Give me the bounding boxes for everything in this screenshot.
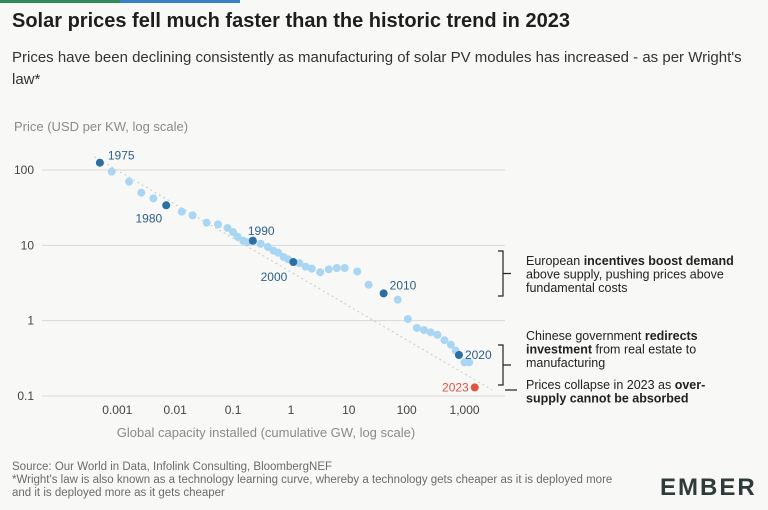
trend-line (94, 156, 493, 391)
data-point (412, 323, 421, 332)
highlight-point-1980 (162, 201, 171, 210)
data-point (324, 265, 333, 274)
x-tick-label: 1,000 (450, 403, 480, 417)
data-point (420, 326, 429, 335)
year-label-2020: 2020 (465, 348, 492, 362)
data-point (307, 264, 316, 273)
x-tick-label: 1 (288, 403, 295, 417)
x-tick-label: 100 (397, 403, 417, 417)
year-label-1990: 1990 (248, 224, 275, 238)
data-point (465, 358, 474, 367)
bracket-european (498, 250, 511, 297)
data-point (177, 207, 186, 216)
year-label-1980: 1980 (136, 211, 163, 225)
data-point (274, 248, 283, 257)
data-point (202, 218, 211, 227)
data-point (403, 315, 412, 324)
data-point (214, 220, 223, 229)
data-point (149, 194, 158, 203)
annotation-text: incentives boost demand (584, 254, 734, 268)
data-point (107, 167, 116, 176)
year-label-1975: 1975 (108, 149, 135, 163)
y-tick-label: 1 (27, 314, 34, 328)
year-label-2023: 2023 (442, 380, 469, 394)
data-point (364, 280, 373, 289)
x-tick-label: 0.1 (225, 403, 242, 417)
data-point (433, 330, 442, 339)
data-point (256, 239, 265, 248)
data-point (137, 188, 146, 197)
footnote: Source: Our World in Data, Infolink Cons… (12, 461, 632, 500)
y-tick-label: 100 (14, 163, 34, 177)
data-point (340, 264, 349, 273)
highlight-point-1990 (248, 236, 257, 245)
accent-bar (0, 0, 768, 3)
chart-subtitle: Prices have been declining consistently … (12, 49, 742, 88)
year-label-2000: 2000 (261, 270, 288, 284)
scatter-chart: 0.1 1 10 100 0.001 0.01 0.1 1 10 100 1,000 Price (U… (14, 119, 734, 440)
annotation-text: redirects (645, 329, 698, 343)
year-label-2010: 2010 (390, 278, 417, 292)
data-point (332, 264, 341, 273)
x-tick-label: 0.01 (163, 403, 187, 417)
y-tick-label: 10 (21, 238, 35, 252)
data-point (393, 295, 402, 304)
annotation-text: from real estate to (592, 343, 696, 357)
annotation-text: supply cannot be absorbed (526, 392, 689, 406)
annotation-european: European incentives boost demand above su… (526, 254, 734, 295)
x-tick-label: 0.001 (102, 403, 132, 417)
x-axis-title: Global capacity installed (cumulative GW… (117, 425, 415, 440)
bracket-chinese (498, 344, 511, 386)
annotation-text: Chinese government (526, 329, 645, 343)
data-point (426, 328, 435, 337)
highlight-point-2010 (379, 289, 388, 298)
x-tick-label: 10 (342, 403, 356, 417)
annotation-text: fundamental costs (526, 281, 627, 295)
data-point (440, 336, 449, 345)
highlight-point-2000 (289, 258, 298, 267)
y-tick-label: 0.1 (17, 389, 34, 403)
y-axis-title: Price (USD per KW, log scale) (14, 119, 188, 134)
annotation-text: Prices collapse in 2023 as (526, 378, 675, 392)
data-point (223, 223, 232, 232)
data-point (353, 267, 362, 276)
data-point (188, 211, 197, 220)
annotation-text: over- (675, 378, 706, 392)
data-point (295, 259, 304, 268)
annotation-text: above supply, pushing prices above (526, 268, 724, 282)
data-point (125, 177, 134, 186)
data-point (316, 268, 325, 277)
highlight-point-2020 (454, 351, 463, 360)
annotation-text: manufacturing (526, 356, 605, 370)
data-point (446, 340, 455, 349)
highlight-point-1975 (95, 158, 104, 167)
chart-title: Solar prices fell much faster than the h… (12, 10, 570, 32)
data-point (301, 262, 310, 271)
data-point (233, 232, 242, 241)
source-text: Source: Our World in Data, Infolink Cons… (12, 461, 333, 473)
annotation-chinese: Chinese government redirects investment f… (526, 329, 698, 370)
wright-law-note: *Wright's law is also known as a technol… (12, 474, 613, 499)
ember-logo: EMBER (660, 474, 757, 501)
annotation-text: European (526, 254, 584, 268)
annotation-collapse: Prices collapse in 2023 as over-supply c… (526, 378, 705, 406)
highlight-point-2023 (470, 383, 479, 392)
annotation-text: investment (526, 343, 593, 357)
